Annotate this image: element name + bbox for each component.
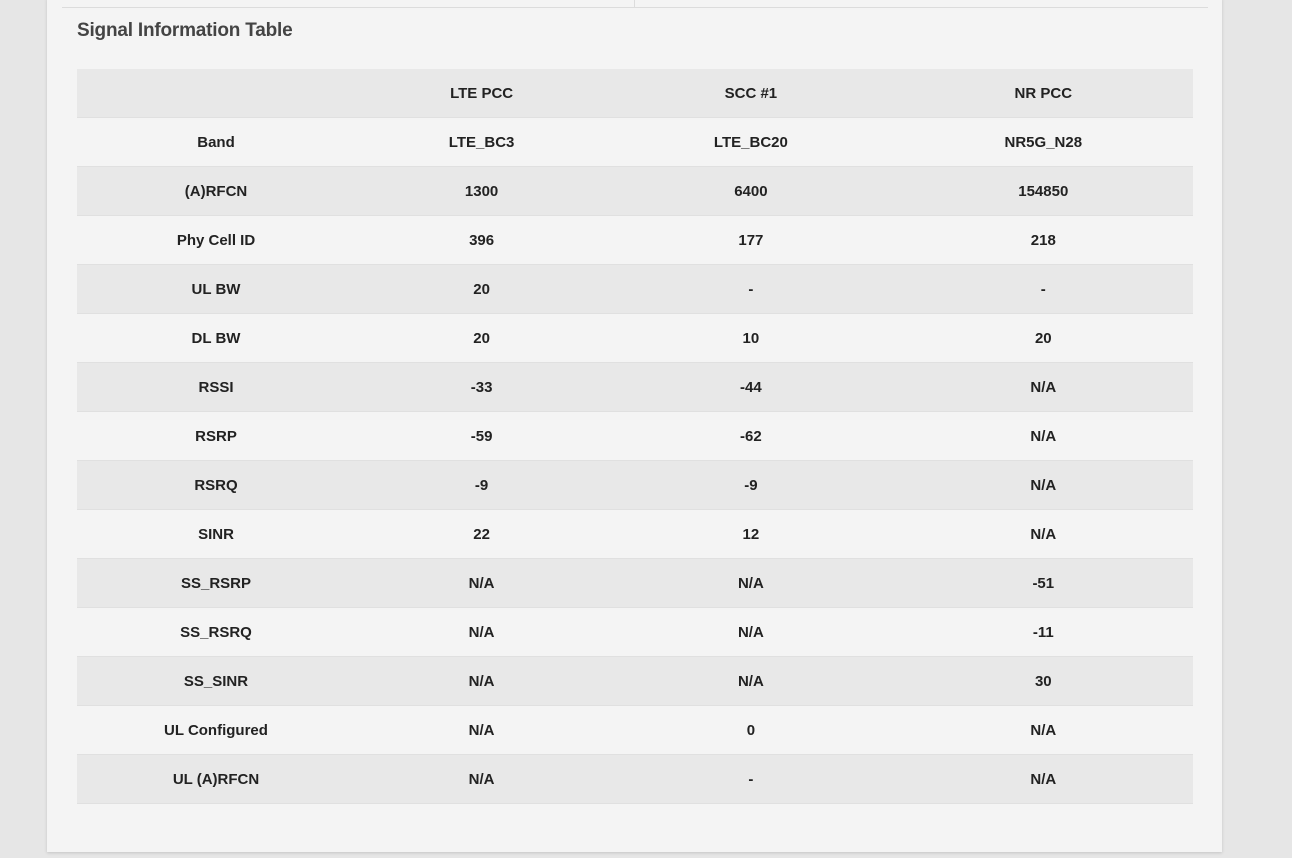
- cell-value: -62: [608, 411, 894, 461]
- cell-value: 0: [608, 705, 894, 755]
- cell-value: N/A: [608, 607, 894, 657]
- row-label: DL BW: [77, 313, 355, 363]
- cell-value: N/A: [893, 509, 1193, 559]
- table-row: SS_SINR N/A N/A 30: [77, 656, 1193, 706]
- cell-value: -9: [355, 460, 609, 510]
- row-label: (A)RFCN: [77, 166, 355, 216]
- row-label: UL BW: [77, 264, 355, 314]
- row-label: SS_RSRQ: [77, 607, 355, 657]
- table-header: LTE PCC SCC #1 NR PCC: [77, 69, 1193, 118]
- cell-value: 396: [355, 215, 609, 265]
- cell-value: LTE_BC20: [608, 117, 894, 167]
- table-row: RSRP -59 -62 N/A: [77, 411, 1193, 461]
- cell-value: 218: [893, 215, 1193, 265]
- cell-value: -51: [893, 558, 1193, 608]
- cell-value: 1300: [355, 166, 609, 216]
- cell-value: -: [608, 754, 894, 804]
- cell-value: LTE_BC3: [355, 117, 609, 167]
- row-label: RSSI: [77, 362, 355, 412]
- cell-value: N/A: [608, 656, 894, 706]
- cell-value: 6400: [608, 166, 894, 216]
- row-label: SS_RSRP: [77, 558, 355, 608]
- cell-value: -59: [355, 411, 609, 461]
- row-label: UL Configured: [77, 705, 355, 755]
- cell-value: N/A: [355, 754, 609, 804]
- cell-value: 20: [893, 313, 1193, 363]
- signal-table: LTE PCC SCC #1 NR PCC Band LTE_BC3 LTE_BC20 N…: [77, 69, 1193, 804]
- row-label: UL (A)RFCN: [77, 754, 355, 804]
- cell-value: 154850: [893, 166, 1193, 216]
- cell-value: N/A: [355, 705, 609, 755]
- cell-value: N/A: [893, 705, 1193, 755]
- cell-value: 12: [608, 509, 894, 559]
- column-header: NR PCC: [893, 69, 1193, 118]
- cell-value: 20: [355, 313, 609, 363]
- table-row: (A)RFCN 1300 6400 154850: [77, 166, 1193, 216]
- row-label: Band: [77, 117, 355, 167]
- table-row: Phy Cell ID 396 177 218: [77, 215, 1193, 265]
- divider: [62, 7, 1208, 8]
- table-row: SINR 22 12 N/A: [77, 509, 1193, 559]
- table-row: SS_RSRP N/A N/A -51: [77, 558, 1193, 608]
- page-title: Signal Information Table: [77, 20, 293, 41]
- cell-value: N/A: [893, 460, 1193, 510]
- table-row: SS_RSRQ N/A N/A -11: [77, 607, 1193, 657]
- table-row: UL (A)RFCN N/A - N/A: [77, 754, 1193, 804]
- table-row: UL Configured N/A 0 N/A: [77, 705, 1193, 755]
- cell-value: 30: [893, 656, 1193, 706]
- column-header: SCC #1: [608, 69, 894, 118]
- cell-value: -: [893, 264, 1193, 314]
- table-row: UL BW 20- -: [77, 264, 1193, 314]
- cell-value: 20: [355, 264, 609, 314]
- row-label: RSRQ: [77, 460, 355, 510]
- table-row: RSSI -33 -44 N/A: [77, 362, 1193, 412]
- cell-value: N/A: [893, 362, 1193, 412]
- divider: [634, 0, 635, 8]
- cell-value: N/A: [355, 607, 609, 657]
- column-header: LTE PCC: [355, 69, 609, 118]
- signal-info-card: Signal Information Table LTE PCC SCC #1 NR…: [47, 0, 1222, 852]
- cell-value: N/A: [893, 754, 1193, 804]
- cell-value: N/A: [355, 656, 609, 706]
- cell-value: -: [608, 264, 894, 314]
- cell-value: -33: [355, 362, 609, 412]
- cell-value: NR5G_N28: [893, 117, 1193, 167]
- cell-value: 22: [355, 509, 609, 559]
- cell-value: -11: [893, 607, 1193, 657]
- row-label: SINR: [77, 509, 355, 559]
- cell-value: N/A: [893, 411, 1193, 461]
- cell-value: N/A: [355, 558, 609, 608]
- column-header: [77, 69, 355, 118]
- table-row: RSRQ -9 -9 N/A: [77, 460, 1193, 510]
- table-row: DL BW 20 10 20: [77, 313, 1193, 363]
- row-label: RSRP: [77, 411, 355, 461]
- cell-value: -9: [608, 460, 894, 510]
- cell-value: 10: [608, 313, 894, 363]
- row-label: Phy Cell ID: [77, 215, 355, 265]
- table-row: Band LTE_BC3 LTE_BC20 NR5G_N28: [77, 117, 1193, 167]
- cell-value: 177: [608, 215, 894, 265]
- cell-value: N/A: [608, 558, 894, 608]
- cell-value: -44: [608, 362, 894, 412]
- row-label: SS_SINR: [77, 656, 355, 706]
